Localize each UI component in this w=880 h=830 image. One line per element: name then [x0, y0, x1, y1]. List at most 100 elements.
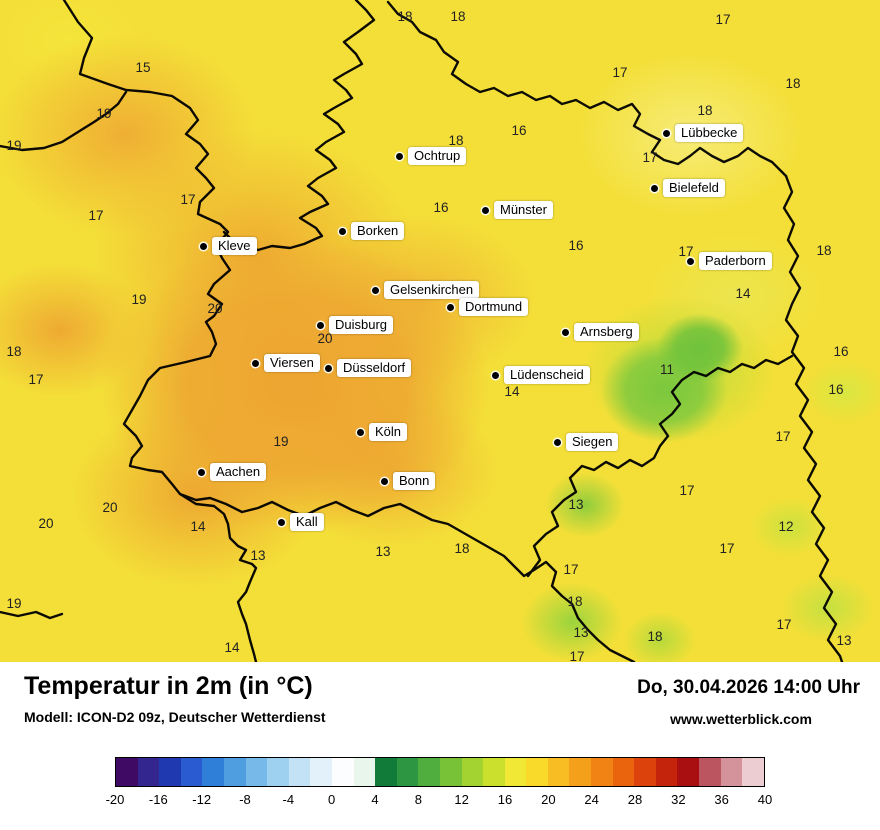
page-title: Temperatur in 2m (in °C) [24, 672, 313, 700]
city-label: Dortmund [459, 298, 529, 316]
temp-value: 14 [504, 384, 520, 399]
temp-value: 18 [567, 594, 583, 609]
temp-value: 17 [715, 12, 731, 27]
city-label: Siegen [566, 433, 619, 451]
scale-cell [396, 758, 419, 786]
scale-cell [116, 758, 138, 786]
city-marker: Kall [278, 511, 324, 533]
scale-tick: -16 [148, 792, 168, 807]
temp-value: 18 [697, 103, 713, 118]
website-link: www.wetterblick.com [670, 711, 812, 727]
city-marker: Bonn [381, 470, 436, 492]
scale-cell [699, 758, 721, 786]
scale-tick: 12 [454, 792, 469, 807]
city-marker: Köln [357, 421, 408, 443]
city-label: Lübbecke [675, 124, 744, 142]
city-label: Kall [290, 513, 324, 531]
city-dot-icon [562, 328, 569, 336]
border-bottom-left [0, 610, 64, 620]
scale-ticks: -20 -16 -12 -8 -4 0 4 8 12 16 20 24 28 32 36 40 [106, 792, 773, 810]
city-dot-icon [651, 184, 658, 192]
temp-value: 16 [833, 344, 849, 359]
city-label: Köln [369, 423, 408, 441]
scale-cell [202, 758, 224, 786]
city-label: Bonn [393, 472, 436, 490]
scale-tick: 32 [671, 792, 686, 807]
city-marker: Münster [482, 199, 553, 221]
temp-value: 20 [102, 500, 118, 515]
scale-cell [677, 758, 700, 786]
temp-value: 18 [816, 243, 832, 258]
city-marker: Aachen [198, 461, 267, 483]
temp-value: 17 [678, 244, 694, 259]
temp-value: 17 [612, 65, 628, 80]
city-label: Arnsberg [574, 323, 639, 341]
city-label: Borken [351, 222, 405, 240]
city-dot-icon [278, 518, 285, 526]
scale-cell [375, 758, 397, 786]
city-marker: Siegen [554, 431, 619, 453]
city-marker: Viersen [252, 352, 320, 374]
scale-tick: 36 [714, 792, 729, 807]
border-south [178, 492, 636, 662]
temp-value: 11 [659, 362, 674, 377]
temp-value: 16 [828, 382, 844, 397]
temp-value: 18 [448, 133, 464, 148]
model-info: Modell: ICON-D2 09z, Deutscher Wetterdie… [24, 709, 326, 725]
city-dot-icon [381, 477, 388, 485]
city-dot-icon [317, 321, 324, 329]
city-marker: Borken [339, 220, 405, 242]
scale-cell [288, 758, 311, 786]
city-marker: Dortmund [447, 296, 529, 318]
temp-value: 17 [719, 541, 735, 556]
temp-value: 13 [573, 625, 589, 640]
city-dot-icon [200, 242, 207, 250]
city-dot-icon [482, 206, 489, 214]
temp-value: 18 [397, 9, 413, 24]
scale-cell [180, 758, 203, 786]
temp-value: 13 [250, 548, 266, 563]
temp-value: 17 [679, 483, 695, 498]
temp-value: 13 [836, 633, 852, 648]
scale-cell [591, 758, 613, 786]
weather-map: 18 18 17 15 17 18 18 19 16 18 19 17 17 16 17 16 17 18 14 19… [0, 0, 880, 662]
scale-tick: 28 [627, 792, 643, 807]
scale-cell [461, 758, 484, 786]
city-label: Viersen [264, 354, 320, 372]
map-borders [0, 0, 844, 662]
temp-value: 20 [207, 301, 223, 316]
temp-value: 19 [6, 596, 22, 611]
temp-value: 19 [273, 434, 289, 449]
scale-cell [418, 758, 440, 786]
scale-bar [115, 757, 765, 787]
scale-cell [159, 758, 181, 786]
scale-tick: 0 [328, 792, 336, 807]
city-dot-icon [396, 152, 403, 160]
city-label: Gelsenkirchen [384, 281, 480, 299]
city-label: Düsseldorf [337, 359, 412, 377]
city-label: Lüdenscheid [504, 366, 590, 384]
city-marker: Lüdenscheid [492, 364, 590, 386]
city-marker: Düsseldorf [325, 357, 412, 379]
temp-value: 14 [190, 519, 206, 534]
temp-value: 18 [450, 9, 466, 24]
city-label: Bielefeld [663, 179, 725, 197]
temp-value: 18 [454, 541, 470, 556]
city-label: Aachen [210, 463, 267, 481]
city-marker: Paderborn [687, 250, 772, 272]
temp-value: 19 [6, 138, 22, 153]
temp-value: 16 [433, 200, 449, 215]
temp-value: 16 [511, 123, 527, 138]
city-marker: Gelsenkirchen [372, 279, 480, 301]
scale-cell [612, 758, 635, 786]
temp-value: 18 [647, 629, 663, 644]
city-dot-icon [325, 364, 332, 372]
city-dot-icon [687, 257, 694, 265]
border-east [782, 174, 844, 662]
border-northeast [386, 0, 788, 178]
footer-panel: Temperatur in 2m (in °C) Modell: ICON-D2… [0, 662, 880, 830]
city-dot-icon [492, 371, 499, 379]
temp-value: 18 [785, 76, 801, 91]
scale-tick: -12 [192, 792, 212, 807]
scale-cell [439, 758, 462, 786]
